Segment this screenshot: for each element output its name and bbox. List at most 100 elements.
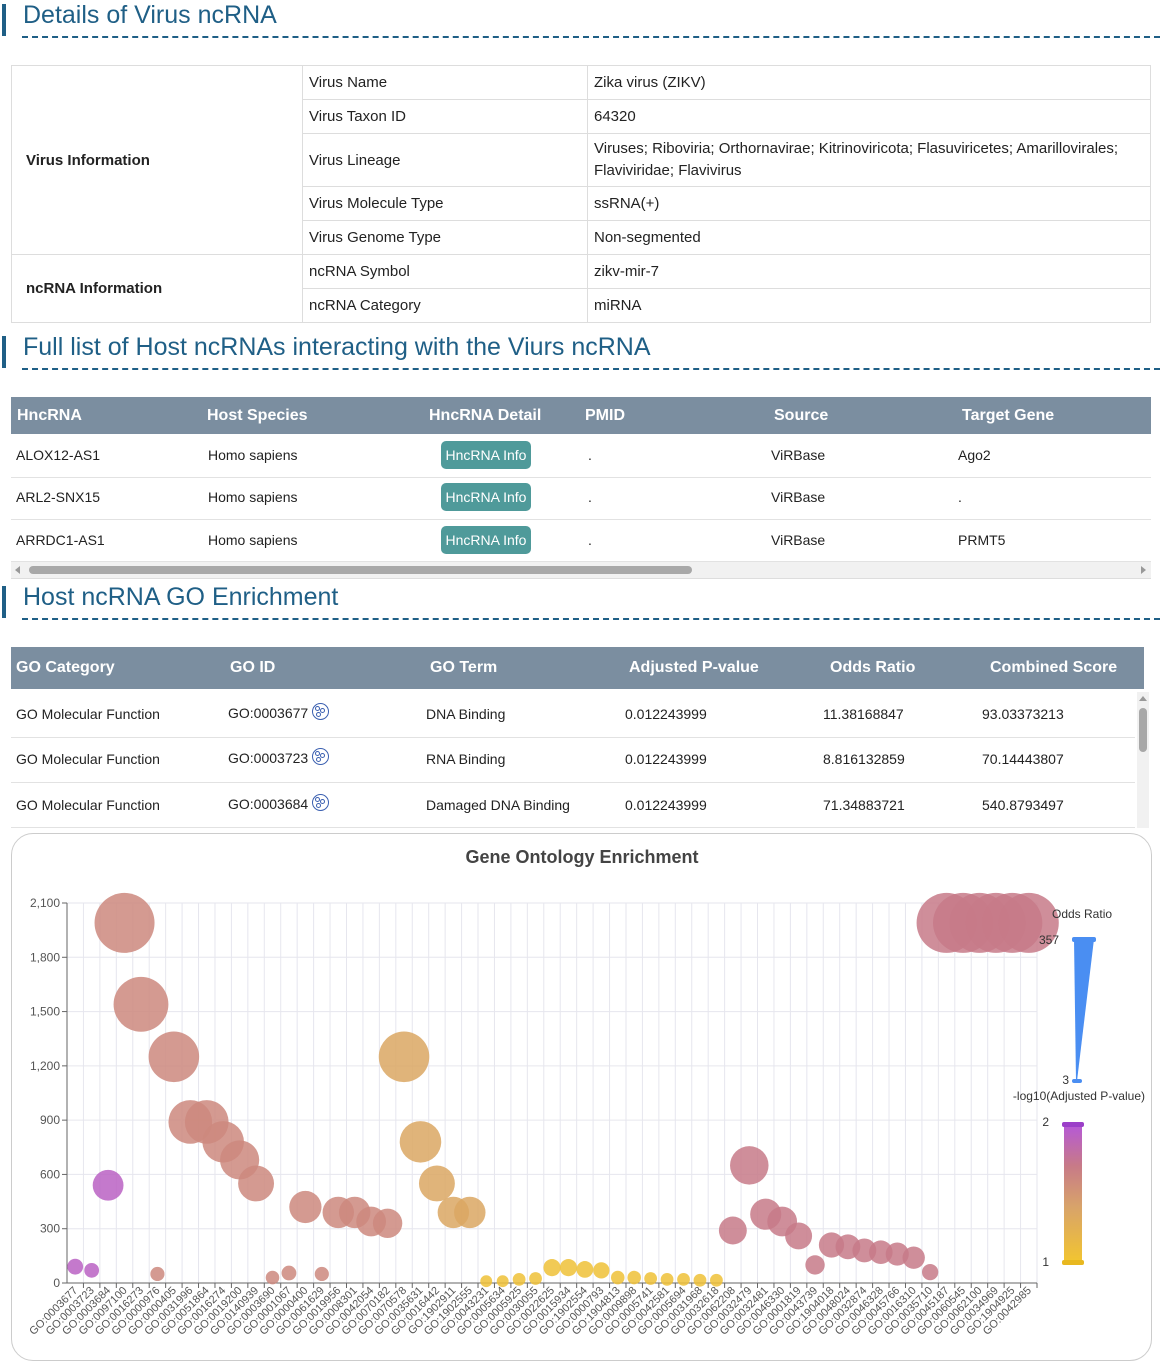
scatter-point[interactable] [693, 1273, 707, 1287]
go-graph-icon[interactable] [312, 703, 330, 720]
info-value: miRNA [587, 288, 1151, 323]
col-header-go-id[interactable]: GO ID [230, 659, 276, 676]
go-id-text: GO:0003684 [228, 796, 309, 812]
scroll-right-icon[interactable] [1141, 566, 1146, 574]
scatter-point[interactable] [998, 892, 1059, 953]
cell-odds: 11.38168847 [823, 706, 904, 722]
scroll-up-icon[interactable] [1139, 696, 1147, 701]
cell-go-category: GO Molecular Function [16, 751, 160, 767]
scatter-point[interactable] [454, 1196, 486, 1229]
color-legend-handle-top[interactable] [1062, 1122, 1084, 1127]
info-key: Virus Lineage [302, 133, 588, 187]
color-legend-handle-bottom[interactable] [1062, 1260, 1084, 1265]
cell-go-term: RNA Binding [426, 751, 506, 767]
scatter-point[interactable] [67, 1258, 84, 1275]
scatter-point[interactable] [718, 1216, 747, 1245]
scatter-point[interactable] [610, 1270, 625, 1285]
cell-go-id: GO:0003677 [228, 703, 330, 723]
y-tick-label: 600 [40, 1167, 60, 1181]
scatter-point[interactable] [921, 1263, 939, 1281]
scatter-point[interactable] [281, 1265, 297, 1281]
scatter-point[interactable] [677, 1272, 690, 1286]
scatter-point[interactable] [418, 1165, 455, 1202]
col-header-hncrna[interactable]: HncRNA [17, 407, 82, 424]
scatter-point[interactable] [902, 1246, 925, 1269]
scatter-point[interactable] [480, 1275, 493, 1288]
size-legend-handle-bottom[interactable] [1072, 1079, 1082, 1083]
scatter-point[interactable] [399, 1121, 442, 1163]
hncrna-info-button[interactable]: HncRNA Info [441, 441, 531, 469]
hncrna-info-button[interactable]: HncRNA Info [441, 483, 531, 511]
y-tick-label: 0 [53, 1276, 60, 1290]
scatter-point[interactable] [238, 1165, 275, 1202]
cell-go-id: GO:0003684 [228, 794, 330, 814]
col-header-source[interactable]: Source [774, 407, 829, 424]
col-header-go-term[interactable]: GO Term [430, 659, 498, 676]
scatter-point[interactable] [543, 1259, 561, 1277]
info-value: ssRNA(+) [587, 186, 1151, 221]
scatter-point[interactable] [710, 1273, 723, 1287]
host-table-scrollbar[interactable] [11, 562, 1151, 579]
col-header-padj[interactable]: Adjusted P-value [629, 659, 759, 676]
section-accent-bar [2, 4, 6, 36]
scatter-point[interactable] [92, 1169, 124, 1201]
scatter-point[interactable] [113, 976, 169, 1032]
cell-padj: 0.012243999 [625, 706, 707, 722]
col-header-pmid[interactable]: PMID [585, 407, 625, 424]
col-header-score[interactable]: Combined Score [990, 659, 1118, 676]
scatter-point[interactable] [576, 1261, 594, 1278]
scatter-point[interactable] [84, 1262, 100, 1278]
scatter-point[interactable] [593, 1262, 610, 1279]
size-legend-bar[interactable] [1074, 939, 1094, 1081]
scatter-point[interactable] [372, 1208, 403, 1238]
virus-info-table: Virus Information Virus Name Zika virus … [11, 65, 1151, 323]
info-key: ncRNA Category [302, 288, 588, 323]
col-header-species[interactable]: Host Species [207, 407, 308, 424]
scatter-point[interactable] [559, 1259, 578, 1277]
size-legend-max: 357 [1039, 933, 1059, 947]
go-section-header: Host ncRNA GO Enrichment [0, 582, 1163, 620]
hncrna-info-button[interactable]: HncRNA Info [441, 526, 531, 554]
scatter-point[interactable] [785, 1222, 813, 1250]
info-key: Virus Molecule Type [302, 186, 588, 221]
scrollbar-thumb[interactable] [29, 566, 692, 574]
scatter-point[interactable] [150, 1266, 165, 1282]
scatter-point[interactable] [660, 1272, 674, 1286]
col-header-go-category[interactable]: GO Category [16, 659, 115, 676]
scatter-point[interactable] [94, 892, 155, 953]
cell-species: Homo sapiens [208, 489, 298, 505]
go-id-text: GO:0003677 [228, 705, 309, 721]
go-graph-icon[interactable] [312, 748, 330, 765]
host-table-header: HncRNA Host Species HncRNA Detail PMID S… [11, 397, 1151, 434]
scatter-point[interactable] [496, 1275, 509, 1288]
scatter-point[interactable] [644, 1272, 658, 1285]
cell-source: ViRBase [771, 447, 826, 463]
scatter-point[interactable] [289, 1190, 322, 1224]
scatter-point[interactable] [314, 1266, 329, 1282]
cell-species: Homo sapiens [208, 447, 298, 463]
scroll-left-icon[interactable] [15, 566, 20, 574]
scatter-point[interactable] [730, 1146, 769, 1185]
color-legend-bar[interactable] [1064, 1124, 1082, 1262]
cell-target: Ago2 [958, 447, 991, 463]
go-table-scrollbar[interactable] [1137, 692, 1149, 828]
scatter-point[interactable] [805, 1255, 825, 1275]
col-header-detail[interactable]: HncRNA Detail [429, 407, 542, 424]
scatter-point[interactable] [378, 1031, 430, 1083]
cell-score: 540.8793497 [982, 797, 1064, 813]
go-graph-icon[interactable] [312, 794, 330, 811]
scatter-point[interactable] [529, 1272, 542, 1285]
scrollbar-thumb[interactable] [1139, 708, 1147, 752]
info-value: Zika virus (ZIKV) [587, 65, 1151, 100]
cell-go-category: GO Molecular Function [16, 706, 160, 722]
scatter-point[interactable] [627, 1270, 641, 1285]
scatter-point[interactable] [148, 1031, 200, 1083]
cell-hncrna: ARL2-SNX15 [16, 489, 101, 505]
col-header-odds[interactable]: Odds Ratio [830, 659, 916, 676]
color-legend-max: 2 [1042, 1115, 1049, 1129]
col-header-target[interactable]: Target Gene [962, 407, 1055, 424]
scatter-point[interactable] [265, 1270, 280, 1285]
size-legend-handle-top[interactable] [1072, 937, 1096, 942]
chart-title: Gene Ontology Enrichment [465, 847, 698, 867]
scatter-point[interactable] [512, 1272, 526, 1286]
